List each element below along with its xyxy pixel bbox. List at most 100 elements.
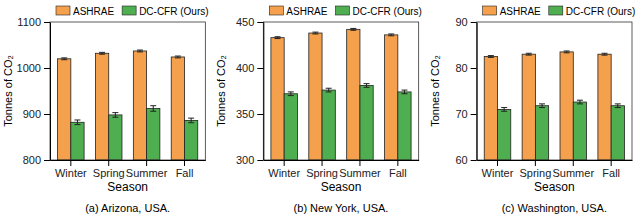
error-bar-cap [326, 88, 332, 89]
plot-frame [477, 22, 632, 160]
marks [58, 50, 198, 160]
y-tick-mark [471, 22, 477, 23]
error-bar [312, 32, 318, 34]
legend-swatch [122, 6, 136, 15]
y-tick: 800 [23, 154, 50, 166]
figure: 80090010001100WinterSpringSummerFallSeas… [0, 0, 640, 222]
error-bar [539, 104, 545, 108]
error-bar-cap [61, 59, 67, 60]
error-bar-cap [61, 57, 67, 58]
error-bar [150, 106, 156, 112]
error-bar [364, 84, 370, 88]
x-tick: Summer [339, 160, 381, 179]
legend-label: ASHRAE [286, 6, 327, 17]
y-tick-label: 300 [236, 154, 254, 166]
error-bar-cap [526, 53, 532, 54]
error-bar [99, 52, 105, 54]
error-bar-cap [175, 56, 181, 57]
legend-swatch [56, 6, 70, 15]
error-bar-cap [364, 83, 370, 84]
legend-swatch [483, 6, 497, 15]
error-bar-cap [488, 55, 494, 56]
plot-area: 300350400450WinterSpringSummerFallSeason… [215, 16, 419, 214]
bar [360, 85, 373, 160]
panel: 60708090WinterSpringSummerFallSeasonTonn… [429, 6, 636, 215]
error-bar-cap [602, 53, 608, 54]
y-tick-label: 80 [455, 62, 467, 74]
error-bar [175, 56, 181, 58]
y-axis-title: Tonnes of CO₂ [2, 55, 14, 127]
legend-label: ASHRAE [73, 6, 114, 17]
error-bar-cap [564, 50, 570, 51]
y-tick-label: 900 [23, 108, 41, 120]
bar [560, 52, 573, 160]
bar [171, 57, 184, 160]
panel: 800 900 1000 1100 Winter SpringSummer Fall Seas… [2, 6, 209, 215]
y-tick-label: 1100 [17, 16, 41, 28]
legend-label: ASHRAE [500, 6, 541, 17]
error-bar-cap [488, 57, 494, 58]
y-axis-line [263, 23, 264, 161]
error-bar-cap [364, 87, 370, 88]
legend-swatch [335, 6, 349, 15]
x-tick-mark [535, 160, 536, 166]
error-bar [615, 104, 621, 108]
y-axis: 800 900 1000 1100 [17, 16, 51, 166]
y-tick: 70 [455, 108, 476, 120]
y-tick-label: 350 [236, 108, 254, 120]
x-tick: Spring [93, 160, 125, 179]
x-tick: Winter [482, 160, 514, 179]
x-tick: Fall [176, 160, 194, 179]
x-tick-label: Winter [55, 167, 87, 179]
legend: ASHRAE DC-CFR (Ours) [269, 6, 422, 17]
error-bar-cap [288, 91, 294, 92]
error-bar-cap [175, 57, 181, 58]
y-axis-line [477, 23, 478, 161]
x-tick-label: Spring [519, 167, 551, 179]
y-axis-title: Tonnes of CO₂ [429, 55, 441, 127]
x-tick: Summer [126, 160, 168, 179]
error-bar-cap [577, 100, 583, 101]
y-tick: 1000 [17, 62, 50, 74]
error-bar-cap [501, 107, 507, 108]
y-tick: 400 [236, 62, 263, 74]
y-tick-label: 1000 [17, 62, 41, 74]
error-bar-line [579, 100, 580, 104]
x-tick-label: Winter [482, 167, 514, 179]
error-bar-cap [388, 33, 394, 34]
x-tick: Fall [389, 160, 407, 179]
x-tick-mark [70, 160, 71, 166]
x-tick: Spring [306, 160, 338, 179]
error-bar-line [617, 104, 618, 108]
plot-frame [263, 22, 418, 160]
error-bar-cap [388, 35, 394, 36]
error-bar-cap [350, 28, 356, 29]
x-tick-label: Summer [552, 167, 594, 179]
error-bar-line [328, 88, 329, 92]
error-bar [388, 34, 394, 36]
x-axis: Winter SpringSummer Fall [51, 160, 206, 179]
error-bar [112, 113, 118, 118]
x-tick: Winter [55, 160, 87, 179]
y-tick-label: 400 [236, 62, 254, 74]
x-tick: Fall [602, 160, 620, 179]
error-bar [602, 53, 608, 55]
bar [498, 109, 511, 160]
legend-label: DC-CFR (Ours) [352, 6, 421, 17]
y-tick-label: 70 [455, 108, 467, 120]
x-tick-mark [284, 160, 285, 166]
error-bar [401, 90, 407, 94]
error-bar-cap [275, 36, 281, 37]
y-axis-line [50, 23, 51, 161]
x-tick-mark [359, 160, 360, 166]
error-bar-cap [615, 103, 621, 104]
y-tick-label: 800 [23, 154, 41, 166]
error-bar-cap [112, 117, 118, 118]
legend-label: DC-CFR (Ours) [139, 6, 208, 17]
x-axis-title: Season [107, 180, 148, 194]
error-bar-cap [526, 55, 532, 56]
error-bar-cap [112, 112, 118, 113]
bar [535, 106, 548, 160]
error-bar [350, 28, 356, 30]
error-bar-cap [564, 52, 570, 53]
